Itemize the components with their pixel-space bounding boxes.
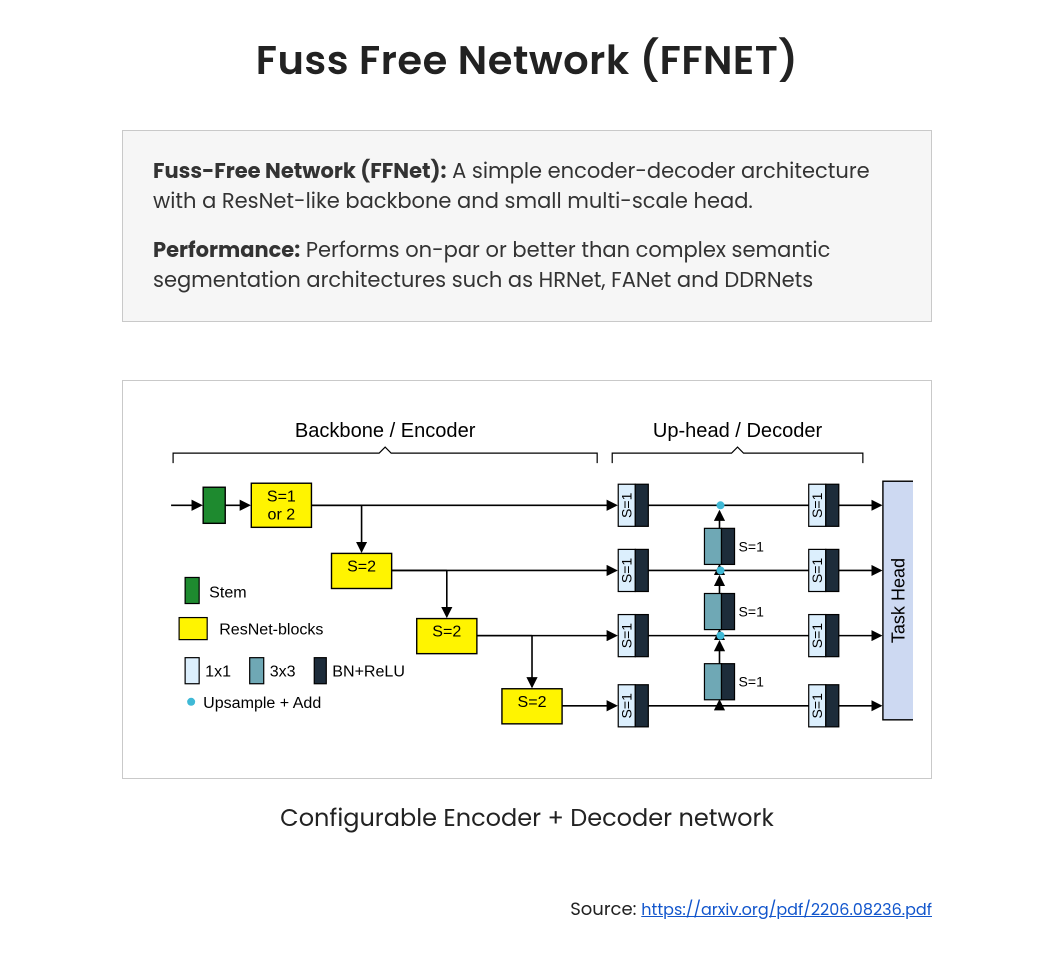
source-line: Source: https://arxiv.org/pdf/2206.08236…: [122, 896, 932, 923]
info-p2-lead: Performance:: [153, 236, 300, 265]
info-p1-lead: Fuss-Free Network (FFNet):: [153, 157, 447, 186]
diagram-svg: Backbone / EncoderUp-head / DecoderS=1or…: [141, 395, 913, 756]
architecture-diagram: Backbone / EncoderUp-head / DecoderS=1or…: [122, 380, 932, 779]
page-title: Fuss Free Network (FFNET): [0, 30, 1054, 90]
svg-text:S=1: S=1: [739, 538, 765, 554]
svg-text:S=1: S=1: [809, 693, 825, 719]
svg-text:S=1: S=1: [618, 557, 634, 583]
svg-text:Backbone / Encoder: Backbone / Encoder: [295, 420, 476, 442]
svg-text:S=1: S=1: [618, 492, 634, 518]
svg-text:S=1: S=1: [739, 673, 765, 689]
source-label: Source:: [570, 897, 641, 922]
info-box: Fuss-Free Network (FFNet): A simple enco…: [122, 130, 932, 322]
svg-text:BN+ReLU: BN+ReLU: [332, 662, 405, 680]
svg-text:S=1: S=1: [809, 557, 825, 583]
svg-text:S=1: S=1: [809, 622, 825, 648]
svg-text:Up-head / Decoder: Up-head / Decoder: [653, 420, 823, 442]
info-paragraph-1: Fuss-Free Network (FFNet): A simple enco…: [153, 157, 901, 218]
svg-text:S=2: S=2: [347, 557, 376, 575]
svg-text:3x3: 3x3: [270, 662, 296, 680]
svg-text:S=1: S=1: [267, 487, 296, 505]
svg-text:1x1: 1x1: [205, 662, 231, 680]
svg-text:Upsample + Add: Upsample + Add: [203, 694, 321, 712]
svg-text:Stem: Stem: [209, 583, 246, 601]
svg-text:S=1: S=1: [618, 693, 634, 719]
slide: Fuss Free Network (FFNET) Fuss-Free Netw…: [0, 0, 1054, 963]
svg-text:or 2: or 2: [268, 505, 296, 523]
svg-text:S=2: S=2: [518, 693, 547, 711]
svg-text:Task Head: Task Head: [889, 558, 909, 643]
svg-text:ResNet-blocks: ResNet-blocks: [219, 620, 323, 638]
svg-text:S=1: S=1: [809, 492, 825, 518]
diagram-caption: Configurable Encoder + Decoder network: [0, 801, 1054, 836]
source-link[interactable]: https://arxiv.org/pdf/2206.08236.pdf: [641, 898, 932, 921]
info-paragraph-2: Performance: Performs on-par or better t…: [153, 236, 901, 297]
svg-text:S=2: S=2: [432, 622, 461, 640]
svg-text:S=1: S=1: [618, 622, 634, 648]
svg-text:S=1: S=1: [739, 603, 765, 619]
